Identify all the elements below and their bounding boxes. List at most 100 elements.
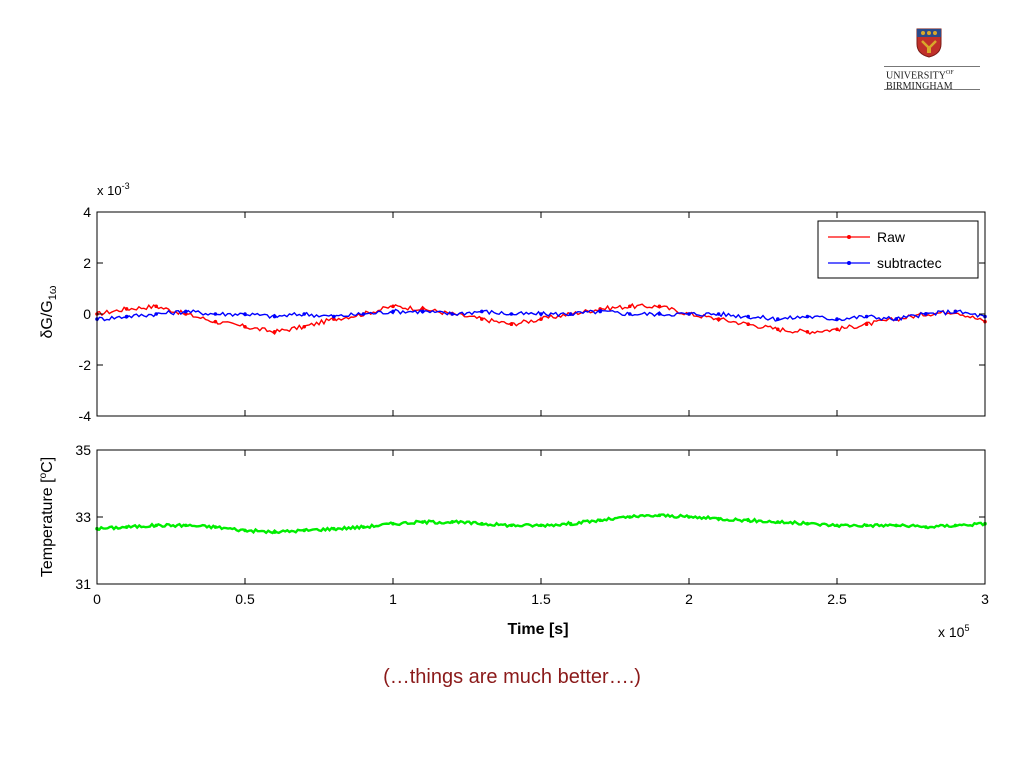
conductance-y-label: δG/G1ω xyxy=(39,285,59,338)
data-point-raw xyxy=(716,317,721,321)
data-point-subtracted xyxy=(894,317,898,321)
data-point-raw xyxy=(124,307,129,311)
data-point-temperature xyxy=(924,525,928,529)
temperature-x-tick-label: 1.5 xyxy=(531,591,551,607)
temperature-y-ticks: 31 33 35 xyxy=(75,442,985,592)
data-point-subtracted xyxy=(716,312,721,316)
data-point-temperature xyxy=(568,521,573,526)
temperature-y-tick-label: 31 xyxy=(75,576,91,592)
conductance-chart: -4 -2 0 2 4 x 10-3 δG/G1ω Raw subtractec xyxy=(39,181,987,424)
temperature-axes-box xyxy=(96,449,986,585)
data-point-temperature xyxy=(184,523,188,528)
conductance-y-tick-label: 2 xyxy=(83,255,91,271)
data-point-temperature xyxy=(776,520,780,524)
data-point-subtracted xyxy=(805,314,810,319)
data-point-raw xyxy=(628,304,632,309)
data-point-subtracted xyxy=(746,314,750,319)
conductance-y-tick-label: 0 xyxy=(83,306,91,322)
temperature-x-tick-label: 2 xyxy=(685,591,693,607)
data-point-subtracted xyxy=(184,309,188,314)
legend-raw-marker xyxy=(847,235,851,239)
data-point-subtracted xyxy=(657,312,662,316)
legend: Raw subtractec xyxy=(817,220,979,279)
conductance-y-tick-label: 4 xyxy=(83,204,91,220)
data-point-raw xyxy=(539,317,543,321)
data-point-subtracted xyxy=(243,312,247,316)
data-point-temperature xyxy=(332,526,336,531)
data-point-temperature xyxy=(657,513,662,518)
data-point-temperature xyxy=(864,523,869,528)
data-point-temperature xyxy=(391,521,395,526)
data-point-raw xyxy=(776,327,780,332)
data-point-subtracted xyxy=(568,312,573,316)
temperature-y-tick-label: 35 xyxy=(75,442,91,458)
data-point-raw xyxy=(835,327,839,332)
data-point-subtracted xyxy=(776,317,780,321)
legend-subtracted-label: subtractec xyxy=(877,255,942,271)
slide-caption: (…things are much better….) xyxy=(383,666,641,688)
data-point-temperature xyxy=(894,523,898,528)
data-point-temperature xyxy=(805,521,810,526)
data-point-raw xyxy=(391,304,395,309)
data-point-raw xyxy=(243,324,247,329)
data-point-raw xyxy=(332,317,336,321)
data-point-temperature xyxy=(302,528,307,533)
data-point-raw xyxy=(213,319,218,324)
temperature-x-tick-label: 3 xyxy=(981,591,989,607)
data-point-raw xyxy=(509,322,514,327)
data-point-raw xyxy=(480,317,484,321)
logo-line2: BIRMINGHAM xyxy=(886,81,953,93)
data-point-temperature xyxy=(154,523,158,528)
data-point-temperature xyxy=(628,515,632,519)
conductance-x-ticks xyxy=(96,212,986,416)
data-point-subtracted xyxy=(628,312,632,316)
temperature-y-tick-label: 33 xyxy=(75,509,91,525)
data-point-subtracted xyxy=(687,312,691,316)
data-point-temperature xyxy=(687,515,691,519)
conductance-y-multiplier: x 10-3 xyxy=(97,181,130,198)
data-point-subtracted xyxy=(450,312,455,316)
data-point-temperature xyxy=(272,530,277,534)
data-point-subtracted xyxy=(154,312,158,316)
temperature-x-tick-label: 0.5 xyxy=(235,591,255,607)
data-point-temperature xyxy=(835,523,839,528)
time-x-multiplier: x 105 xyxy=(938,623,969,640)
temperature-x-tick-label: 2.5 xyxy=(827,591,847,607)
data-point-subtracted xyxy=(539,312,543,316)
time-x-label: Time [s] xyxy=(507,621,568,638)
data-point-raw xyxy=(302,324,307,329)
data-point-temperature xyxy=(243,528,247,533)
data-point-temperature xyxy=(598,518,602,523)
temperature-x-ticks: 0 0.5 1 1.5 2 2.5 3 xyxy=(93,450,989,607)
data-point-subtracted xyxy=(391,309,395,314)
data-point-subtracted xyxy=(332,314,336,319)
data-point-temperature xyxy=(539,523,543,528)
data-point-temperature xyxy=(450,520,455,524)
data-point-raw xyxy=(272,330,277,334)
data-point-subtracted xyxy=(361,312,366,316)
university-name: UNIVERSITYOF BIRMINGHAM xyxy=(884,66,980,93)
data-point-subtracted xyxy=(420,309,425,314)
data-point-subtracted xyxy=(302,312,307,316)
data-point-subtracted xyxy=(598,309,602,314)
data-point-temperature xyxy=(213,525,218,529)
conductance-y-ticks: -4 -2 0 2 4 xyxy=(79,204,985,424)
university-logo: UNIVERSITYOF BIRMINGHAM xyxy=(884,28,980,94)
temperature-y-label: Temperature [oC] xyxy=(38,457,56,577)
temperature-x-tick-label: 1 xyxy=(389,591,397,607)
temperature-chart: 31 33 35 0 0.5 1 1.5 2 2.5 3 Temperature [oC] Ti… xyxy=(38,442,989,640)
logo-line1: UNIVERSITY xyxy=(886,70,946,82)
data-point-temperature xyxy=(509,523,514,528)
conductance-y-tick-label: -4 xyxy=(79,408,92,424)
data-point-subtracted xyxy=(864,314,869,319)
conductance-plot-area xyxy=(95,302,987,336)
data-point-subtracted xyxy=(213,312,218,316)
data-point-subtracted xyxy=(480,309,484,314)
data-point-temperature xyxy=(716,516,721,521)
university-crest-icon xyxy=(916,28,942,58)
temperature-plot-area xyxy=(95,513,987,535)
conductance-y-tick-label: -2 xyxy=(79,357,92,373)
data-point-raw xyxy=(657,304,662,309)
data-point-subtracted xyxy=(509,312,514,316)
